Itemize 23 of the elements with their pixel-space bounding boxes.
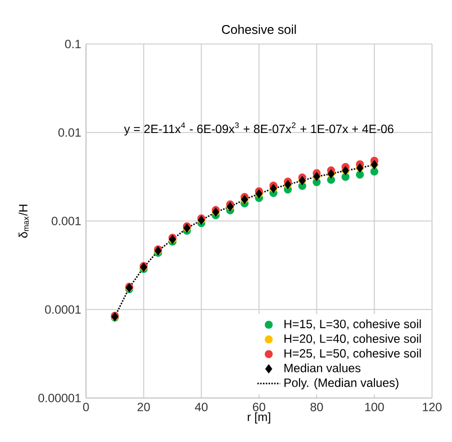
legend-label: Poly. (Median values)	[284, 378, 398, 390]
y-tick-label: 0.0001	[45, 305, 81, 314]
y-tick-label: 0.01	[58, 128, 81, 137]
legend-label: H=25, L=50, cohesive soil	[284, 348, 421, 359]
x-tick-label: 60	[252, 402, 266, 412]
point	[370, 168, 378, 176]
x-axis-title: r [m]	[248, 412, 270, 424]
point	[356, 170, 364, 179]
legend-label: Median values	[284, 363, 360, 372]
y-axis-title: δ$_{max}$/H	[18, 204, 29, 238]
x-tick-label: 120	[422, 402, 442, 412]
legend-label: H=15, L=30, cohesive soil	[284, 319, 421, 330]
x-tick-label: 0	[83, 402, 89, 412]
y-tick-label: 0.00001	[38, 394, 81, 402]
y-tick-label: 0.1	[65, 40, 81, 48]
y-tick-label: 0.001	[52, 216, 81, 226]
x-tick-label: 20	[138, 402, 150, 412]
x-tick-label: 80	[310, 402, 323, 412]
x-tick-label: 40	[194, 402, 208, 412]
chart-title: Cohesive soil	[222, 24, 296, 34]
legend-label: H=20, L=40, cohesive soil	[284, 334, 421, 344]
annotation: y = 2E-11x$^{4}$ - 6E-09x$^{3}$ + 8E-07x$^{2}$ + 1E-07x + 4E-06	[124, 122, 394, 136]
x-tick-label: 100	[365, 402, 384, 412]
